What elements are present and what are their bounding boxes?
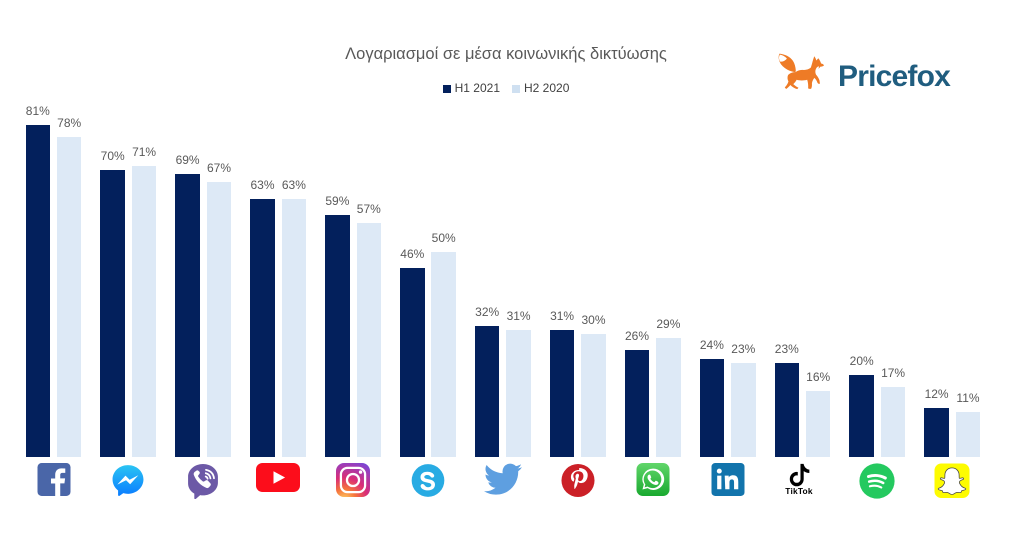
svg-text:TikTok: TikTok bbox=[785, 486, 813, 496]
